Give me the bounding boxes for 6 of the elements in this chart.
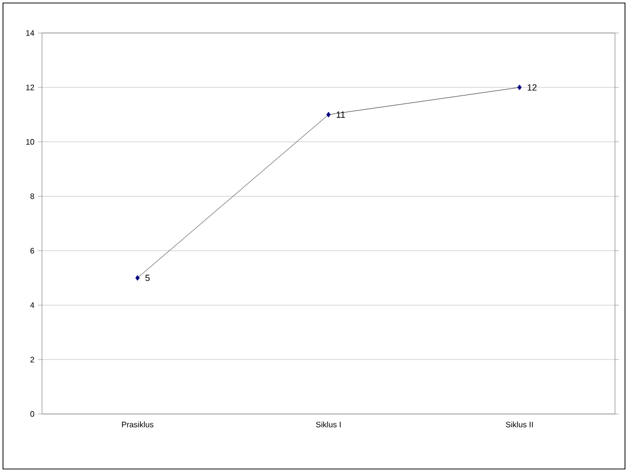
- data-label: 5: [145, 274, 150, 282]
- data-label: 12: [528, 84, 537, 91]
- point: [517, 84, 522, 90]
- point: [135, 275, 140, 281]
- data-label: 11: [336, 112, 345, 118]
- point: [326, 112, 331, 118]
